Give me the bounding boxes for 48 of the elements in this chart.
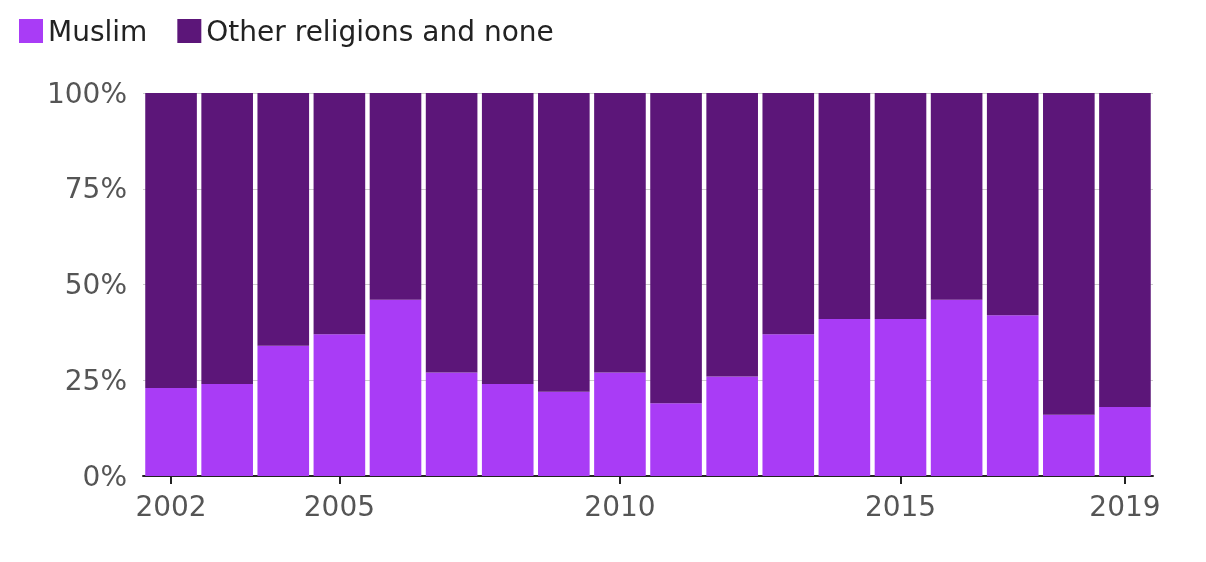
bar xyxy=(818,318,871,476)
bar xyxy=(762,334,815,476)
y-tick-label: 50% xyxy=(64,268,127,301)
bar xyxy=(369,299,422,476)
bar xyxy=(257,93,310,346)
bar xyxy=(425,372,478,476)
bar xyxy=(1043,93,1095,415)
bar xyxy=(986,93,1039,316)
bar xyxy=(145,387,197,476)
bar xyxy=(201,93,253,385)
bar xyxy=(930,93,983,300)
legend-label: Muslim xyxy=(48,14,148,48)
bar xyxy=(650,93,702,404)
bar xyxy=(313,334,366,476)
bar xyxy=(1099,93,1151,408)
y-tick-label: 100% xyxy=(46,76,127,110)
bar xyxy=(538,93,590,392)
bar xyxy=(594,93,646,373)
bar xyxy=(369,93,422,300)
bar xyxy=(874,318,927,476)
bar xyxy=(986,315,1039,476)
bar xyxy=(706,93,758,377)
bar xyxy=(1099,407,1151,476)
bar xyxy=(930,299,983,476)
bar xyxy=(425,93,478,373)
bar xyxy=(481,384,534,476)
bar xyxy=(201,384,253,476)
x-tick-label: 2019 xyxy=(1089,489,1161,523)
x-tick-label: 2010 xyxy=(584,489,656,523)
x-tick-label: 2005 xyxy=(303,489,376,523)
bar xyxy=(706,376,758,476)
y-tick-label: 25% xyxy=(64,363,127,397)
bar xyxy=(818,93,871,319)
bar xyxy=(538,391,590,476)
y-tick-label: 75% xyxy=(64,172,127,206)
legend-label: Other religions and none xyxy=(206,14,554,48)
bar xyxy=(313,93,366,335)
bar xyxy=(762,93,815,335)
bar xyxy=(257,345,310,476)
bar xyxy=(481,93,534,385)
bar xyxy=(650,403,702,476)
x-tick-label: 2015 xyxy=(864,489,937,523)
bar xyxy=(1043,414,1095,476)
bar xyxy=(874,93,927,319)
x-tick-label: 2002 xyxy=(135,489,207,523)
y-tick-label: 0% xyxy=(82,459,127,493)
bar xyxy=(594,372,646,476)
bar xyxy=(145,93,197,388)
